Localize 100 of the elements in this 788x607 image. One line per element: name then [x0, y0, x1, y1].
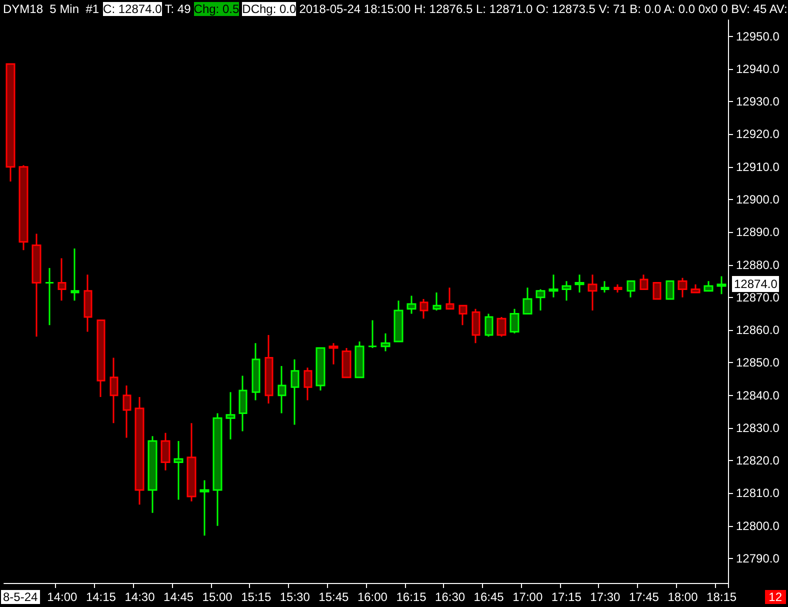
text: T: 49 [164, 2, 191, 16]
candlestick [406, 295, 416, 314]
y-tick-label: 12930.0 [736, 94, 780, 109]
candlestick [18, 164, 28, 251]
x-tick-label: 14:00 [47, 590, 78, 604]
x-tick-label: 15:00 [202, 590, 233, 604]
chart-title: DYM18 5 Min #1 [3, 2, 100, 16]
candlestick [110, 357, 118, 424]
candlestick [134, 396, 144, 506]
candlestick [472, 308, 480, 344]
x-tick-label: 14:15 [86, 590, 116, 604]
candlestick [328, 342, 338, 366]
x-tick-label: 16:45 [474, 590, 504, 604]
text: 2018-05-24 18:15:00 H: 12876.5 L: 12871.0 O: 12873.5 V: 71 B: 0.0 A: 0.0 0x0 0 BV: 45 AV: [299, 2, 788, 16]
y-tick-label: 12850.0 [736, 356, 780, 370]
candlestick [212, 412, 222, 527]
y-tick-label: 12840.0 [736, 388, 780, 402]
candlestick [394, 300, 404, 342]
text: DChg: 0.0 [242, 2, 296, 16]
candlestick [690, 284, 700, 294]
candlestick [186, 422, 196, 502]
y-tick-label: 12900.0 [736, 192, 780, 207]
y-tick-label: 12870.0 [736, 290, 780, 304]
y-tick-label: 12880.0 [736, 258, 780, 272]
candlestick [652, 282, 662, 300]
candlestick [290, 358, 300, 426]
x-tick-label: 18:15 [706, 590, 737, 604]
candlestick [432, 292, 442, 312]
candlestick [354, 340, 364, 378]
candlestick [666, 280, 674, 300]
y-tick-label: 12950.0 [736, 29, 780, 44]
x-tick-label: 17:45 [628, 590, 660, 604]
text: C: 12874.0 [103, 2, 162, 16]
candlestick [678, 277, 688, 298]
x-tick-label: 15:15 [241, 590, 272, 604]
candlestick [574, 274, 584, 294]
x-tick-label: 14:45 [164, 590, 194, 604]
x-tick-label: 15:45 [318, 590, 350, 604]
y-tick-label: 12920.0 [736, 127, 780, 142]
candlestick [264, 334, 274, 404]
candlestick [446, 286, 454, 310]
candlestick [32, 233, 42, 338]
candlestick [614, 284, 622, 294]
candlestick [600, 280, 610, 294]
text: 12 [764, 590, 786, 604]
candlestick [252, 342, 260, 401]
candlestick [226, 391, 236, 440]
candlestick [278, 365, 286, 414]
x-tick-label: 17:00 [512, 590, 543, 604]
candlestick [522, 286, 532, 314]
candlestick [420, 298, 428, 320]
candlestick [716, 275, 726, 295]
candlestick [496, 316, 506, 338]
y-tick-label: 12910.0 [736, 160, 780, 174]
y-tick-label: 12810.0 [736, 486, 780, 500]
y-tick-label: 12940.0 [736, 62, 780, 76]
candlestick [174, 440, 184, 501]
candlestick [316, 347, 326, 392]
candlestick [510, 308, 520, 334]
y-tick-label: 12790.0 [736, 552, 780, 566]
x-tick-label: 16:30 [435, 590, 466, 604]
y-tick-label: 12830.0 [736, 420, 780, 435]
candlestick [148, 435, 158, 514]
x-tick-label: 14:30 [124, 590, 156, 604]
candlestick [160, 432, 170, 472]
candlestick [84, 274, 92, 332]
y-tick-label: 12800.0 [736, 518, 780, 533]
text: 8-5-24 [1, 590, 40, 604]
candlestick [458, 304, 468, 326]
candlestick [58, 258, 66, 302]
candlestick [536, 288, 546, 312]
x-tick-label: 17:15 [551, 590, 582, 604]
candlestick [562, 280, 572, 302]
y-tick-label: 12890.0 [736, 225, 780, 240]
candlestick [44, 267, 54, 326]
candlestick [304, 366, 312, 401]
y-tick-label: 12820.0 [736, 454, 780, 468]
candlestick [640, 274, 648, 290]
candlestick [704, 280, 714, 292]
text: 12874.0 [732, 276, 780, 292]
candlestick [96, 320, 106, 398]
candlestick [238, 375, 248, 432]
candlestick [70, 248, 80, 302]
candlestick [200, 479, 210, 536]
text: Chg: 0.5 [194, 2, 240, 16]
candlestick [6, 63, 16, 182]
candlestick [626, 280, 636, 298]
x-tick-label: 18:00 [668, 590, 698, 604]
candlestick [484, 312, 494, 338]
candlestick [588, 274, 598, 312]
candlestick [368, 320, 378, 349]
candlestick [548, 274, 558, 298]
candlestick [342, 347, 352, 378]
candlestick [380, 332, 390, 352]
x-tick-label: 16:15 [396, 590, 427, 604]
x-tick-label: 16:00 [357, 590, 388, 604]
x-tick-label: 17:30 [590, 590, 621, 604]
candlestick [122, 384, 132, 439]
x-tick-label: 15:30 [280, 590, 310, 604]
y-tick-label: 12860.0 [736, 323, 780, 338]
